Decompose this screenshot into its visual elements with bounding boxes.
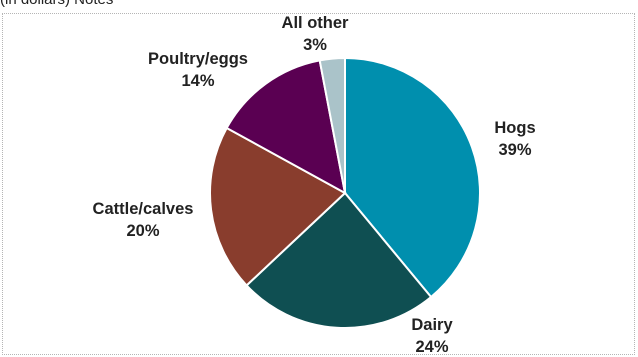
- slice-value-cattle-calves: 20%: [126, 222, 159, 240]
- chart-frame: [2, 13, 635, 355]
- slice-label-dairy: Dairy: [411, 316, 453, 334]
- slice-label-hogs: Hogs: [494, 119, 535, 137]
- slice-value-poultry-eggs: 14%: [181, 72, 214, 90]
- pie-slice-dairy: [245, 191, 433, 329]
- chart-subtitle: (in dollars) Notes: [0, 0, 113, 8]
- pie-slice-hogs: [344, 56, 481, 299]
- slice-value-dairy: 24%: [415, 338, 448, 356]
- slice-value-hogs: 39%: [498, 141, 531, 159]
- pie-slice-poultry-eggs: [225, 59, 347, 195]
- pie-slice-cattle-calves: [209, 126, 347, 287]
- slice-label-poultry-eggs: Poultry/eggs: [148, 50, 248, 68]
- slice-label-all-other: All other: [282, 14, 349, 32]
- pie-slice-all-other: [318, 56, 346, 194]
- slice-label-cattle-calves: Cattle/calves: [93, 200, 194, 218]
- slice-value-all-other: 3%: [303, 36, 327, 54]
